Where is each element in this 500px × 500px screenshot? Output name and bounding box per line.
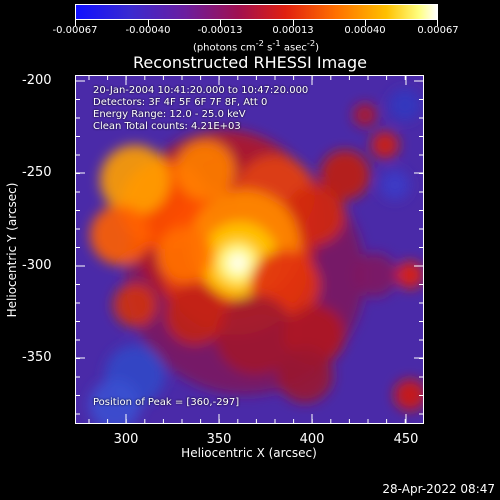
emission-blob [277, 347, 333, 403]
emission-blob [165, 285, 225, 345]
emission-blob [285, 185, 345, 245]
emission-blob [175, 140, 235, 200]
x-tick-label: 300 [113, 432, 139, 447]
x-tick-label: 400 [299, 432, 325, 447]
colorbar-units: (photons cm-2 s-1 asec-2) [193, 38, 319, 53]
colorbar-ticks [75, 20, 438, 26]
emission-blob [394, 379, 424, 411]
units-sup: -1 [272, 38, 281, 48]
emission-layer [89, 89, 424, 424]
info-energy-range: Energy Range: 12.0 - 25.0 keV [93, 109, 246, 120]
units-sup: -2 [255, 38, 264, 48]
colorbar [75, 4, 438, 20]
emission-blob [89, 379, 141, 424]
plot-frame [75, 75, 424, 424]
units-text: ) [315, 42, 320, 54]
units-text: s [263, 42, 273, 54]
emission-blob [100, 145, 170, 215]
info-clean-counts: Clean Total counts: 4.21E+03 [93, 121, 241, 132]
emission-blob [215, 295, 295, 375]
peak-position: Position of Peak = [360,-297] [93, 397, 240, 408]
colorbar-label: -0.00040 [125, 25, 171, 36]
y-tick-label: -200 [22, 73, 52, 88]
colorbar-label: -0.00067 [52, 25, 98, 36]
info-detectors: Detectors: 3F 4F 5F 6F 7F 8F, Att 0 [93, 97, 268, 108]
x-tick-label: 450 [393, 432, 419, 447]
emission-blob [380, 170, 410, 200]
plot-title: Reconstructed RHESSI Image [133, 53, 367, 72]
emission-blob [389, 89, 421, 121]
emission-blob [320, 150, 370, 200]
emission-blob [113, 283, 157, 327]
info-time-range: 20-Jan-2004 10:41:20.000 to 10:47:20.000 [93, 85, 309, 96]
emission-blob [353, 103, 377, 127]
colorbar-label: 0.00040 [344, 25, 386, 36]
emission-blob [371, 131, 399, 159]
units-text: asec [280, 42, 307, 54]
emission-blob [229, 254, 247, 272]
axis-ticks [75, 75, 424, 424]
units-sup: -2 [306, 38, 316, 48]
y-tick-label: -300 [22, 258, 52, 273]
emission-blob [396, 261, 424, 289]
colorbar-label: 0.00067 [417, 25, 459, 36]
colorbar-label: -0.00013 [197, 25, 243, 36]
x-tick-label: 350 [206, 432, 232, 447]
colorbar-label: 0.00013 [272, 25, 314, 36]
emission-blob [90, 205, 150, 265]
y-tick-label: -250 [22, 165, 52, 180]
emission-blob [157, 227, 213, 283]
rhessi-image-plot [75, 75, 424, 424]
emission-blob [353, 253, 397, 297]
x-axis-label: Heliocentric X (arcsec) [181, 446, 317, 460]
timestamp: 28-Apr-2022 08:47 [382, 482, 495, 496]
y-axis-label: Heliocentric Y (arcsec) [5, 182, 19, 318]
y-tick-label: -350 [22, 350, 52, 365]
units-text: (photons cm [192, 42, 256, 54]
